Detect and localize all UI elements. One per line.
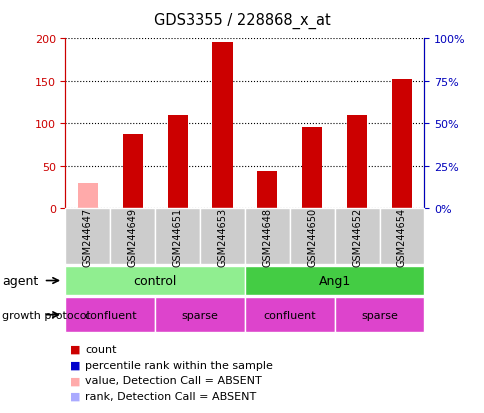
Bar: [391, 80, 411, 209]
Text: rank, Detection Call = ABSENT: rank, Detection Call = ABSENT: [85, 391, 256, 401]
Text: GDS3355 / 228868_x_at: GDS3355 / 228868_x_at: [154, 12, 330, 28]
Text: ■: ■: [70, 375, 81, 385]
Text: control: control: [133, 274, 177, 287]
Text: confluent: confluent: [263, 310, 316, 320]
Text: GSM244647: GSM244647: [83, 207, 93, 266]
Text: count: count: [85, 344, 116, 354]
Text: growth protocol: growth protocol: [2, 310, 90, 320]
Bar: [167, 115, 187, 209]
Text: value, Detection Call = ABSENT: value, Detection Call = ABSENT: [85, 375, 261, 385]
Text: GSM244648: GSM244648: [262, 207, 272, 266]
Text: agent: agent: [2, 274, 39, 287]
Text: GSM244651: GSM244651: [172, 207, 182, 266]
Text: GSM244652: GSM244652: [351, 207, 362, 266]
Text: confluent: confluent: [84, 310, 136, 320]
Bar: [77, 183, 98, 209]
Text: Ang1: Ang1: [318, 274, 350, 287]
Text: GSM244650: GSM244650: [306, 207, 317, 266]
Text: ■: ■: [70, 344, 81, 354]
Bar: [212, 43, 232, 209]
Text: GSM244654: GSM244654: [396, 207, 406, 266]
Bar: [122, 135, 143, 209]
Text: GSM244649: GSM244649: [127, 207, 137, 266]
Text: GSM244653: GSM244653: [217, 207, 227, 266]
Text: ■: ■: [70, 391, 81, 401]
Text: sparse: sparse: [181, 310, 218, 320]
Text: ■: ■: [70, 360, 81, 370]
Text: percentile rank within the sample: percentile rank within the sample: [85, 360, 272, 370]
Bar: [257, 171, 277, 209]
Bar: [302, 127, 322, 209]
Text: sparse: sparse: [360, 310, 397, 320]
Bar: [346, 115, 366, 209]
